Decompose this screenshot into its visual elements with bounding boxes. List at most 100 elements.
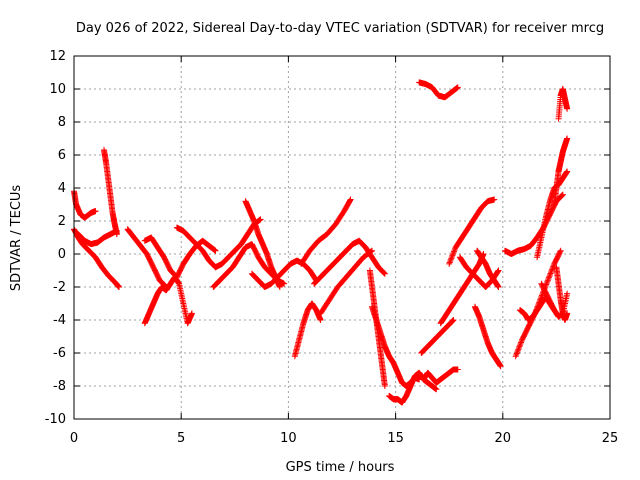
data-point [449, 252, 456, 259]
data-point [564, 135, 571, 142]
data-point [449, 251, 456, 258]
series-s4 [101, 147, 120, 238]
data-point [113, 231, 120, 238]
data-point [513, 350, 520, 357]
data-point [454, 366, 461, 373]
series-s5 [124, 226, 170, 290]
data-point [451, 247, 458, 254]
data-point [494, 268, 501, 275]
data-point [491, 196, 498, 203]
series-s20 [418, 317, 457, 356]
data-point [518, 339, 525, 346]
series-s13 [298, 196, 354, 267]
series-s21 [416, 79, 461, 101]
chart-title: Day 026 of 2022, Sidereal Day-to-day VTE… [76, 21, 604, 36]
data-point [559, 191, 566, 198]
y-tick-label: 0 [58, 247, 66, 262]
data-point [549, 265, 556, 272]
data-point [548, 269, 555, 276]
data-point [517, 340, 524, 347]
data-point [514, 347, 521, 354]
data-point [381, 270, 388, 277]
y-tick-label: -8 [53, 379, 66, 394]
series-s6 [141, 274, 195, 327]
data-point [544, 278, 551, 285]
series-s32 [551, 135, 571, 208]
data-point [495, 284, 502, 290]
series-s8 [173, 216, 264, 271]
y-tick-label: -4 [53, 313, 66, 328]
y-tick-label: -6 [53, 346, 66, 361]
data-point [539, 291, 546, 298]
data-point [497, 363, 504, 370]
data-point [545, 274, 552, 281]
data-point [513, 351, 520, 358]
data-point [564, 168, 571, 175]
data-point [538, 292, 545, 299]
grid-lines [74, 56, 610, 419]
series-s23 [446, 196, 498, 267]
data-point [449, 318, 456, 325]
data-point [446, 260, 453, 267]
x-axis-ticks: 0 5 10 15 20 25 [70, 56, 618, 446]
data-points [71, 79, 571, 406]
plot-frame [73, 55, 611, 420]
y-tick-label: 8 [58, 115, 66, 130]
data-point [448, 255, 455, 262]
x-tick-label: 0 [70, 431, 78, 446]
series-s15 [311, 237, 388, 287]
data-point [549, 266, 556, 273]
data-point [564, 310, 571, 317]
data-point [546, 273, 553, 280]
data-point [433, 386, 440, 393]
data-point [564, 290, 571, 297]
y-axis-label: SDTVAR / TECUs [9, 185, 24, 292]
series-s26 [474, 247, 502, 290]
series-s10 [242, 198, 283, 290]
data-point [451, 248, 458, 255]
series-s12 [291, 300, 324, 360]
data-point [447, 256, 454, 263]
series-s19 [420, 366, 461, 386]
data-point [347, 197, 354, 204]
data-point [92, 208, 99, 215]
series-s33 [555, 86, 571, 122]
data-point [276, 284, 283, 290]
y-axis-ticks: -10 -8 -6 -4 -2 0 2 4 6 8 10 12 [45, 49, 610, 427]
series-s25 [471, 303, 504, 370]
x-tick-label: 10 [280, 431, 297, 446]
data-point [454, 84, 461, 91]
data-point [212, 247, 219, 254]
series-s3 [75, 227, 120, 248]
data-point [512, 353, 519, 360]
x-tick-label: 15 [387, 431, 404, 446]
data-point [564, 105, 571, 112]
y-tick-label: 10 [49, 82, 66, 97]
data-point [381, 270, 388, 277]
data-point [449, 317, 456, 324]
series-s30 [534, 168, 571, 261]
data-point [515, 346, 522, 353]
data-point [516, 343, 523, 350]
data-point [548, 267, 555, 274]
data-point [545, 276, 552, 283]
data-point [544, 277, 551, 284]
data-point [381, 383, 388, 389]
data-point [515, 345, 522, 352]
data-point [557, 248, 564, 255]
data-point [557, 247, 564, 254]
y-tick-label: 4 [58, 181, 66, 196]
y-tick-label: -10 [45, 412, 66, 427]
data-point [188, 310, 195, 317]
data-point [317, 317, 324, 323]
data-point [281, 280, 288, 287]
x-tick-label: 5 [177, 431, 185, 446]
data-point [516, 342, 523, 349]
data-point [514, 349, 521, 356]
data-point [558, 192, 565, 199]
y-tick-label: 2 [58, 214, 66, 229]
series-s16 [366, 267, 388, 389]
data-point [257, 216, 264, 223]
data-point [446, 259, 453, 266]
